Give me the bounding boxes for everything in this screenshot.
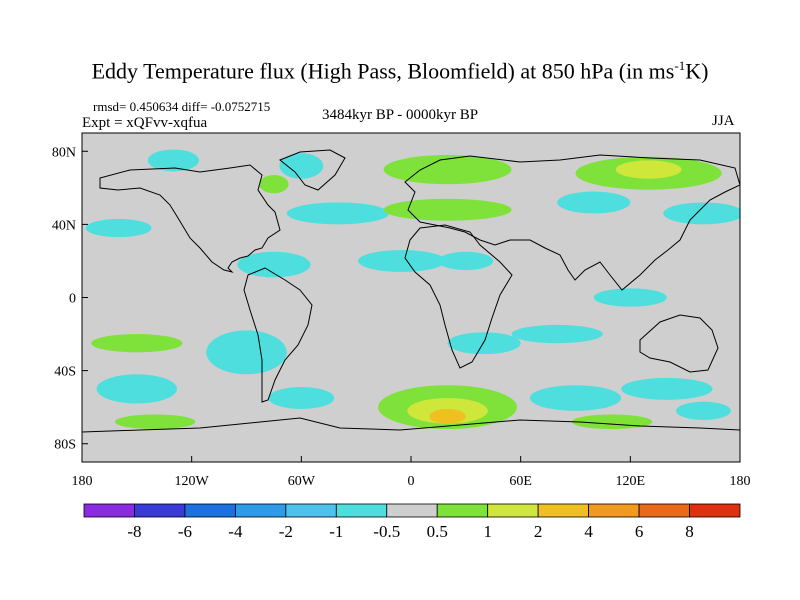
contour-region-5 (259, 175, 289, 194)
colorbar-swatch (638, 503, 690, 518)
experiment-label: Expt = xQFvv-xqfua (82, 115, 208, 131)
colorbar-swatch (134, 503, 186, 518)
contour-region-1 (237, 251, 311, 278)
coast-north-america (99, 164, 281, 273)
season-label: JJA (712, 113, 735, 129)
coast-australia (639, 314, 719, 373)
coast-south-america (243, 267, 313, 403)
y-tick-label: 40N (52, 218, 76, 233)
contour-region-11 (663, 202, 740, 225)
colorbar-label: -2 (279, 522, 293, 541)
y-tick-label: 80N (52, 145, 76, 160)
y-axis: 80N 40N 0 40S 80S (52, 145, 88, 453)
coastline-layer (82, 149, 740, 433)
contour-region-10 (615, 160, 682, 179)
period-label: 3484kyr BP - 0000kyr BP (322, 107, 479, 123)
colorbar-label: 8 (685, 522, 694, 541)
y-tick-label: 80S (54, 438, 76, 453)
colorbar-swatch (689, 503, 741, 518)
colorbar-swatch (335, 503, 388, 518)
coast-eurasia (404, 154, 740, 291)
x-tick-label: 120E (616, 474, 646, 489)
x-axis: 180 120W 60W 0 60E 120E 180 (72, 456, 751, 489)
x-tick-label: 120W (175, 474, 210, 489)
contour-region-25 (529, 385, 622, 411)
y-tick-label: 40S (54, 365, 76, 380)
contour-region-19 (511, 324, 603, 344)
contour-region-13 (357, 249, 446, 272)
contour-region-3 (286, 202, 390, 225)
x-tick-label: 60W (288, 474, 316, 489)
contour-region-14 (438, 251, 494, 271)
colorbar-label: 1 (483, 522, 492, 541)
colorbar-swatch (537, 503, 590, 518)
colorbar-swatch (234, 503, 287, 518)
contour-region-20 (96, 374, 178, 404)
contour-region-6 (147, 149, 199, 172)
colorbar-label: -0.5 (373, 522, 400, 541)
stats-text: rmsd= 0.450634 diff= -0.0752715 (93, 99, 271, 114)
colorbar-swatch (184, 503, 236, 518)
y-tick-label: 0 (69, 292, 76, 307)
colorbar-swatch (436, 503, 489, 518)
colorbar-swatch (285, 503, 337, 518)
colorbar-swatch (588, 503, 640, 518)
contour-region-7 (383, 154, 512, 185)
contour-layer (85, 149, 740, 430)
contour-region-12 (557, 191, 631, 214)
colorbar-swatch (487, 503, 539, 518)
contour-region-17 (206, 330, 287, 375)
coast-antarctica (82, 417, 740, 433)
contour-region-15 (593, 288, 667, 307)
colorbar-label: -6 (178, 522, 192, 541)
colorbar-label: 2 (534, 522, 543, 541)
contour-region-8 (383, 198, 512, 221)
contour-region-4 (279, 153, 324, 179)
contour-region-2 (85, 218, 152, 238)
colorbar-label: -8 (127, 522, 141, 541)
colorbar-label: -4 (228, 522, 243, 541)
coast-greenland (279, 149, 346, 191)
contour-region-27 (114, 414, 196, 430)
x-tick-label: 180 (730, 474, 751, 489)
contour-region-21 (268, 387, 335, 409)
colorbar-label: -1 (329, 522, 343, 541)
contour-region-18 (447, 332, 521, 355)
x-tick-label: 60E (509, 474, 532, 489)
colorbar-label: 4 (584, 522, 593, 541)
x-tick-label: 0 (408, 474, 415, 489)
contour-region-16 (91, 334, 183, 353)
chart-title: Eddy Temperature flux (High Pass, Bloomf… (91, 58, 709, 84)
contour-region-29 (676, 401, 731, 420)
x-tick-label: 180 (72, 474, 93, 489)
colorbar: -8 -6 -4 -2 -1 -0.5 0.5 1 2 4 6 8 (83, 503, 741, 541)
contour-region-24 (429, 408, 466, 424)
colorbar-label: 0.5 (427, 522, 448, 541)
coast-africa (404, 224, 513, 369)
contour-region-26 (621, 377, 713, 400)
colorbar-label: 6 (635, 522, 644, 541)
colorbar-swatch (386, 503, 438, 518)
colorbar-swatch (83, 503, 135, 518)
